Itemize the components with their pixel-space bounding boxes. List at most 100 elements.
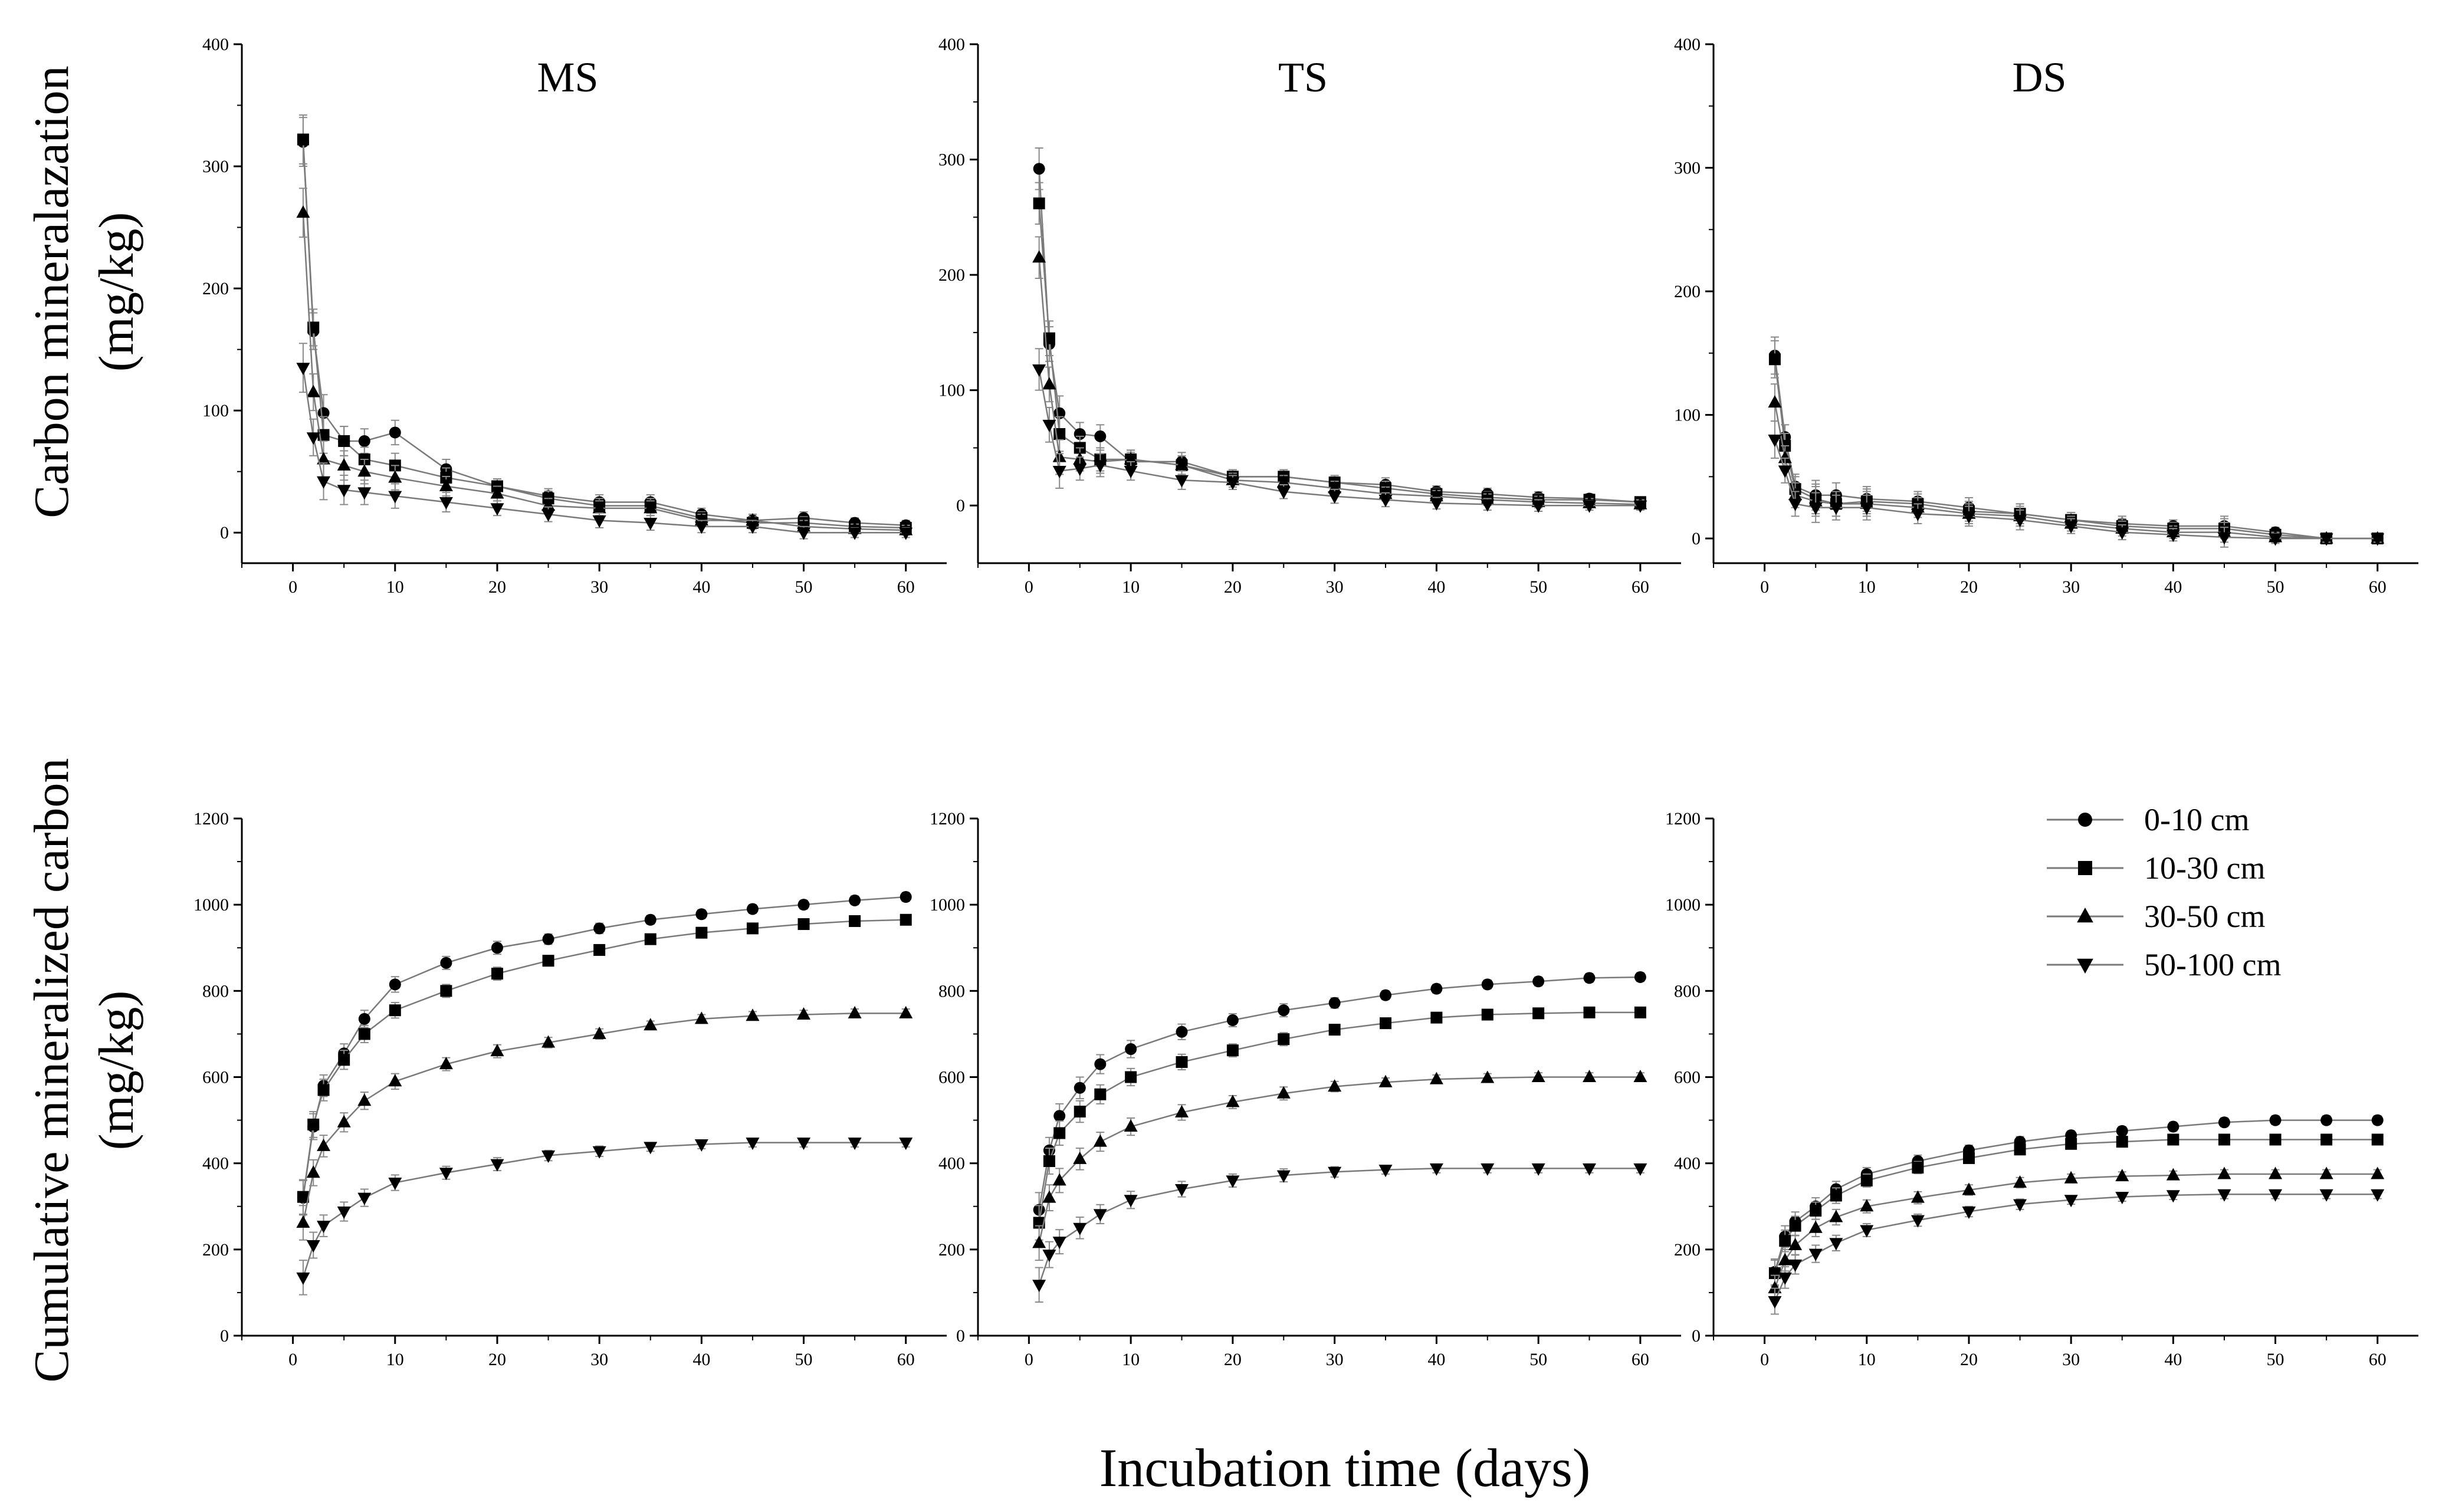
data-point [440,985,452,997]
data-point [2116,1125,2128,1137]
data-point [490,1044,504,1057]
data-point [297,1191,309,1203]
x-tick-label: 20 [1960,1350,1978,1369]
data-point [1033,163,1045,175]
data-point [2166,530,2180,543]
series-10-30cm [1768,340,2384,545]
legend-label: 0-10 cm [2144,802,2249,837]
data-point [490,503,504,516]
data-point [2371,533,2385,546]
series-line [1774,359,2378,540]
y-tick-label: 300 [202,157,229,176]
series-30-50cm [296,188,913,536]
y-tick-label: 0 [220,1326,229,1346]
y-tick-label: 600 [938,1068,965,1087]
x-tick-label: 40 [692,1350,710,1369]
data-point [1328,491,1342,504]
data-point [694,1139,708,1152]
data-point [746,903,759,915]
data-point [1911,508,1925,521]
y-tick-label: 1000 [930,895,965,915]
data-point [1911,1215,1925,1228]
data-point [797,1138,811,1151]
x-tick-label: 60 [1632,1350,1649,1369]
data-point [592,1026,606,1039]
legend-label: 50-100 cm [2144,947,2281,982]
data-point [1032,250,1046,263]
data-point [1380,989,1392,1001]
data-point [900,913,912,926]
data-point [2371,1133,2384,1146]
x-tick-label: 40 [2164,1350,2182,1369]
data-point [2065,1138,2077,1150]
y-tick-label: 0 [956,1326,965,1346]
y-tick-label: 200 [1674,1240,1701,1260]
data-point [439,1057,453,1070]
data-point [1276,487,1291,499]
data-point [746,1138,760,1151]
data-point [1829,1209,1843,1222]
data-point [1768,1296,1782,1309]
series-50-100cm [1032,348,1647,513]
data-point [1278,1033,1290,1046]
x-tick-label: 50 [1529,577,1547,597]
data-point [1226,477,1240,490]
data-point [1481,499,1495,512]
series-line [302,367,906,534]
series-0-10cm [1033,971,1646,1228]
data-point [1911,1190,1925,1203]
legend-item-50-100cm: 50-100 cm [2047,947,2281,982]
data-point [1175,458,1189,471]
legend-marker [2078,813,2092,827]
data-point [1633,1070,1647,1082]
x-tick-label: 30 [1326,577,1344,597]
data-point [338,1054,350,1066]
series-line [1038,369,1640,507]
x-tick-label: 10 [386,1350,404,1369]
data-point [439,1168,453,1181]
y-axis-label-top-line2: (mg/kg) [89,212,144,372]
series-line [1774,355,2378,540]
data-point [644,518,658,531]
y-tick-label: 1000 [193,895,229,915]
series-line [1774,1139,2378,1274]
series-50-100cm [1768,1189,2385,1315]
data-point [490,486,504,499]
series-line [1038,203,1640,503]
data-point [2013,1175,2027,1188]
data-point [2167,1133,2179,1146]
series-10-30cm [297,114,912,534]
data-point [337,458,351,471]
y-tick-label: 1000 [1665,895,1701,915]
data-point [2064,1171,2078,1184]
data-point [1093,1209,1107,1222]
y-tick-label: 200 [938,265,965,285]
data-point [2064,521,2078,534]
y-tick-label: 0 [1692,1326,1701,1346]
data-point [306,1165,320,1178]
data-point [1073,464,1087,476]
data-point [1226,1175,1240,1188]
legend: 0-10 cm 10-30 cm 30-50 cm 50-100 cm [2047,802,2281,982]
data-point [2167,1120,2179,1133]
data-point [357,1192,372,1205]
y-tick-label: 400 [202,1154,229,1174]
y-tick-label: 400 [938,35,965,54]
series-50-100cm [296,1138,913,1296]
data-point [1042,377,1056,390]
x-tick-label: 40 [1427,1350,1445,1369]
data-point [306,1240,320,1253]
x-tick-label: 10 [1858,1350,1876,1369]
data-point [1962,1182,1976,1195]
data-point [1810,1205,1822,1217]
data-point [2217,1166,2231,1179]
data-point [296,1215,310,1228]
data-point [1328,1024,1341,1036]
data-point [1042,419,1056,432]
y-tick-label: 200 [938,1240,965,1260]
data-point [2166,1168,2180,1181]
data-point [389,978,401,991]
data-point [307,1118,320,1130]
data-point [1328,1079,1342,1092]
